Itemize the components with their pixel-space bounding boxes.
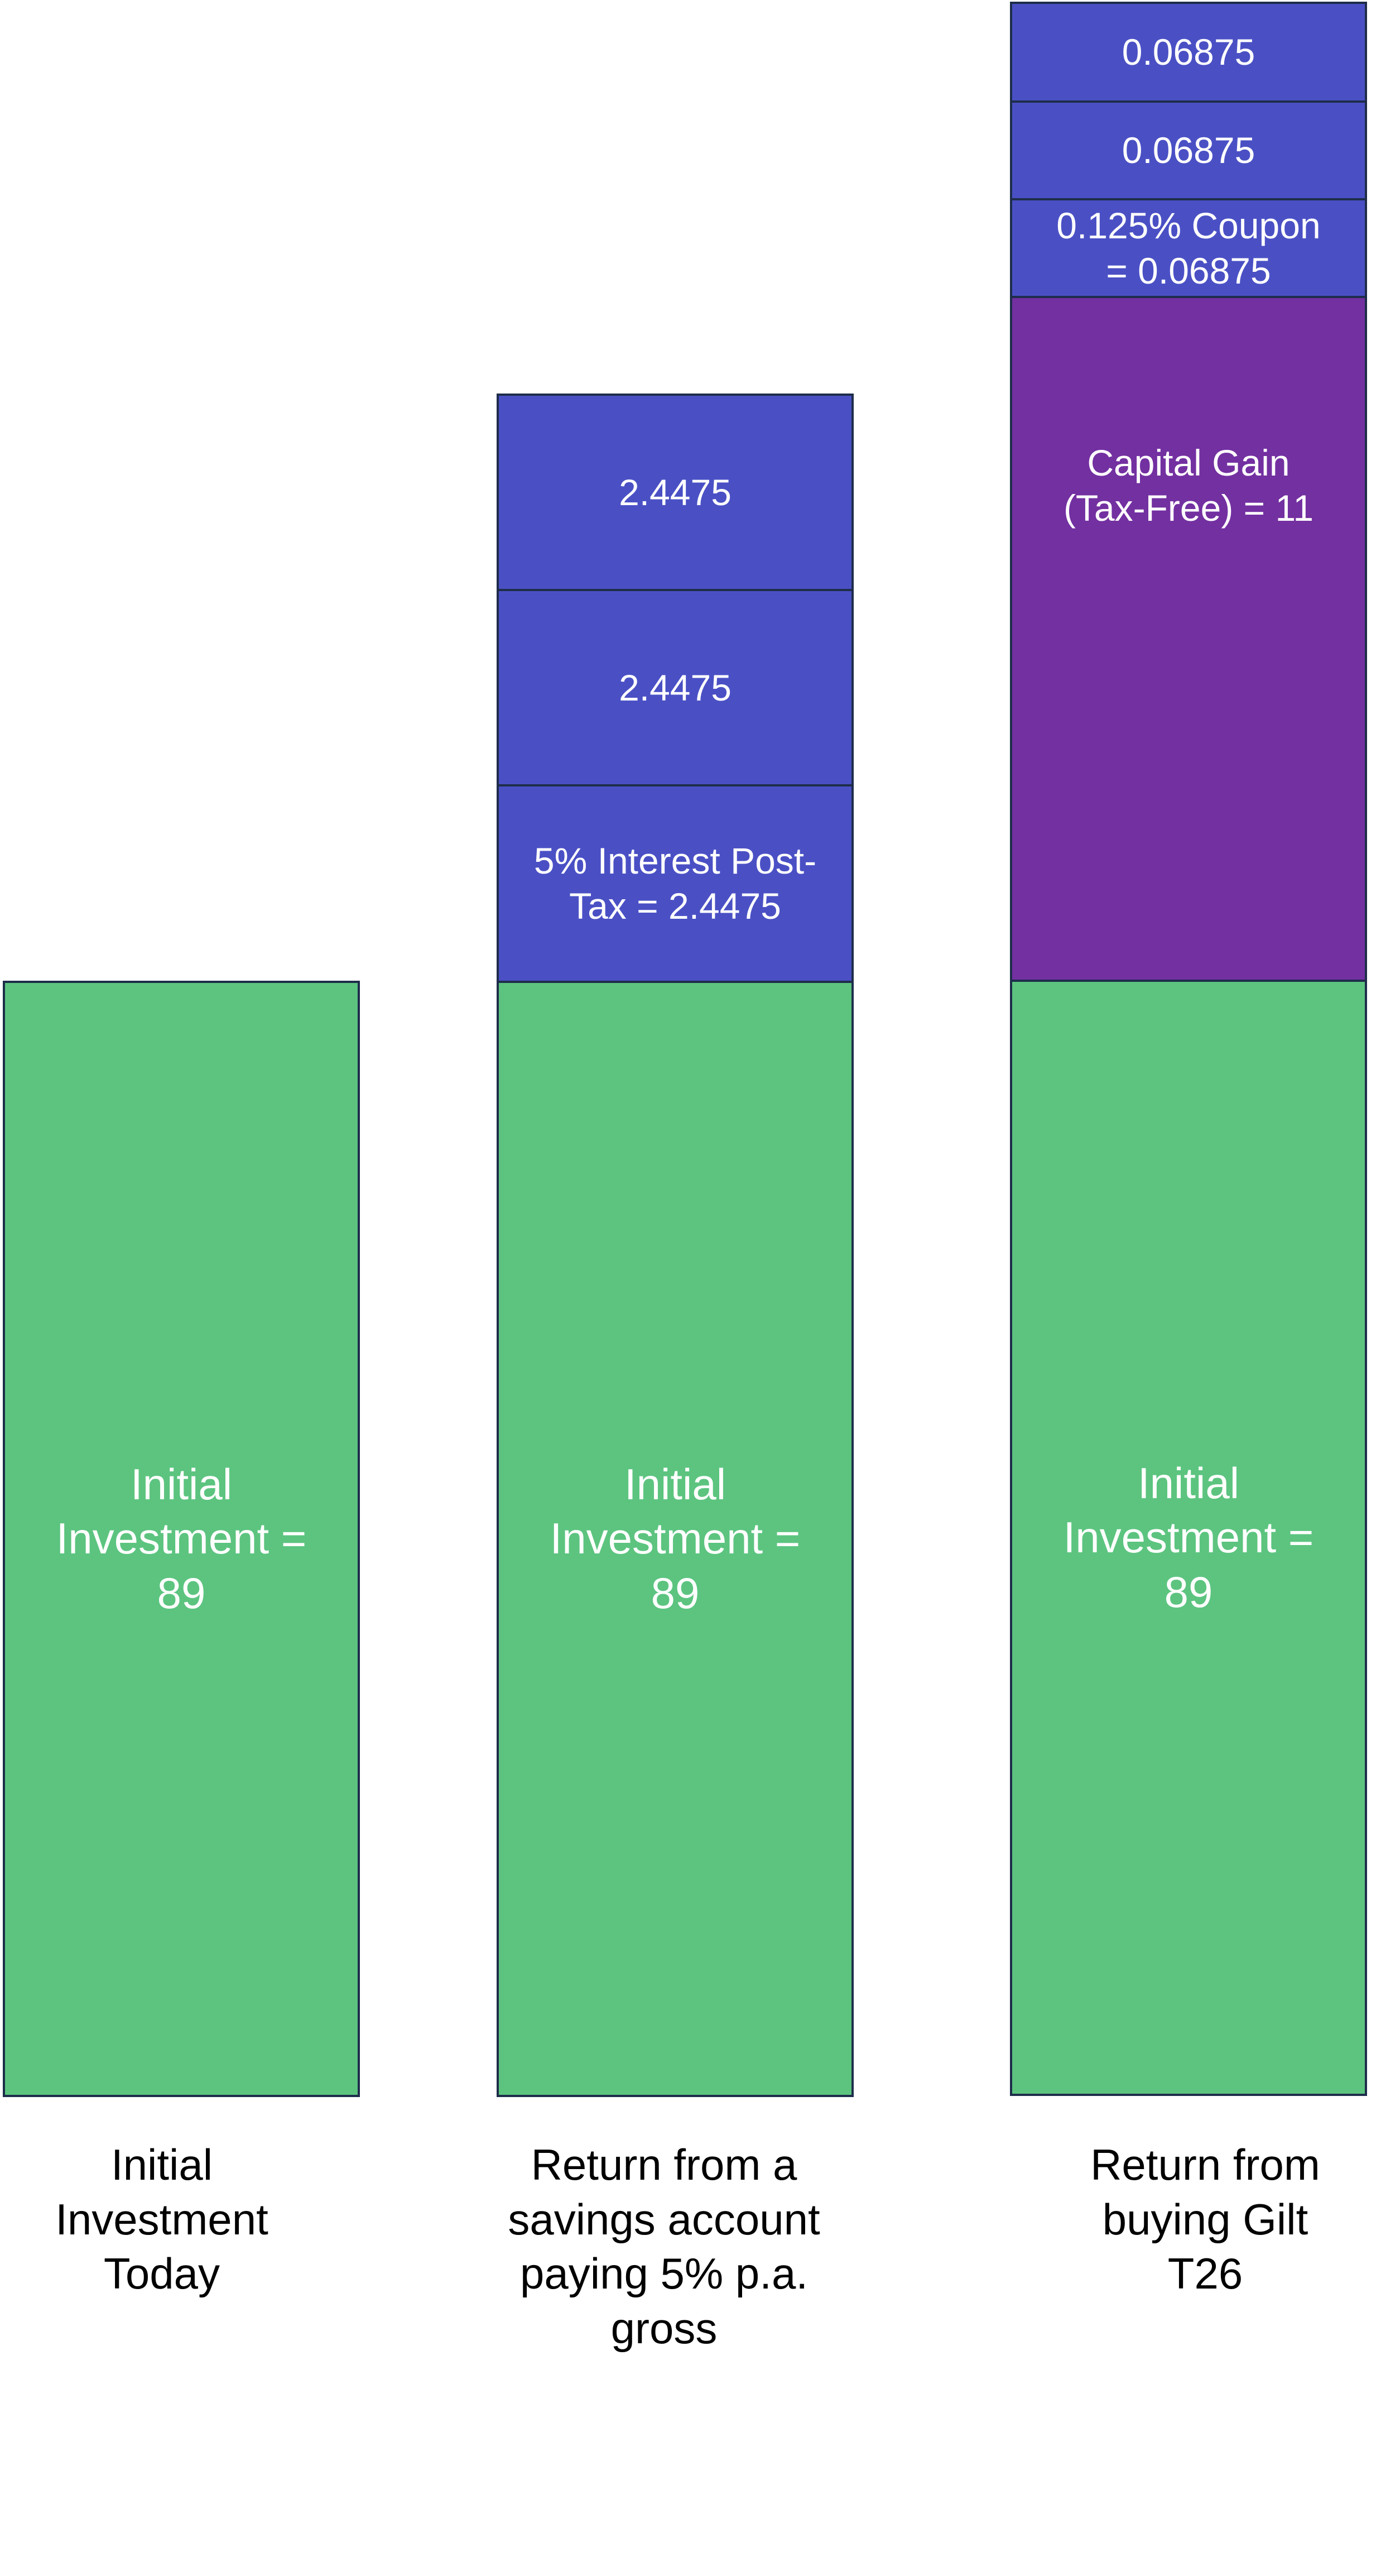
initial-investment-block: Initial Investment = 89 <box>3 981 360 2097</box>
block-label: 0.06875 <box>1122 31 1255 73</box>
column-caption-gilt: Return from buying Gilt T26 <box>1090 2140 1320 2298</box>
block-label: Initial Investment = 89 <box>550 1459 801 1618</box>
block-label: Initial Investment = 89 <box>56 1459 307 1618</box>
block-label: 2.4475 <box>619 471 732 513</box>
savings-principal-block: Initial Investment = 89 <box>497 981 854 2097</box>
gilt-coupon-year-2-block: 0.06875 <box>1010 100 1367 200</box>
block-label: Capital Gain (Tax-Free) = 11 <box>1063 442 1314 529</box>
savings-interest-year-2-block: 2.4475 <box>497 589 854 786</box>
block-label: 0.125% Coupon = 0.06875 <box>1056 204 1321 291</box>
gilt-coupon-year-3-block: 0.06875 <box>1010 2 1367 103</box>
column-caption-initial: Initial Investment Today <box>55 2140 268 2298</box>
gilt-capital-gain-block: Capital Gain (Tax-Free) = 11 <box>1010 296 1367 982</box>
column-caption-savings: Return from a savings account paying 5% … <box>508 2140 820 2353</box>
gilt-coupon-year-1-block: 0.125% Coupon = 0.06875 <box>1010 198 1367 298</box>
block-label: 2.4475 <box>619 666 732 708</box>
savings-interest-year-1-block: 5% Interest Post- Tax = 2.4475 <box>497 784 854 983</box>
block-label: 0.06875 <box>1122 129 1255 171</box>
block-label: 5% Interest Post- Tax = 2.4475 <box>533 840 817 927</box>
savings-interest-year-3-block: 2.4475 <box>497 394 854 591</box>
block-label: Initial Investment = 89 <box>1063 1458 1314 1616</box>
gilt-principal-block: Initial Investment = 89 <box>1010 980 1367 2096</box>
